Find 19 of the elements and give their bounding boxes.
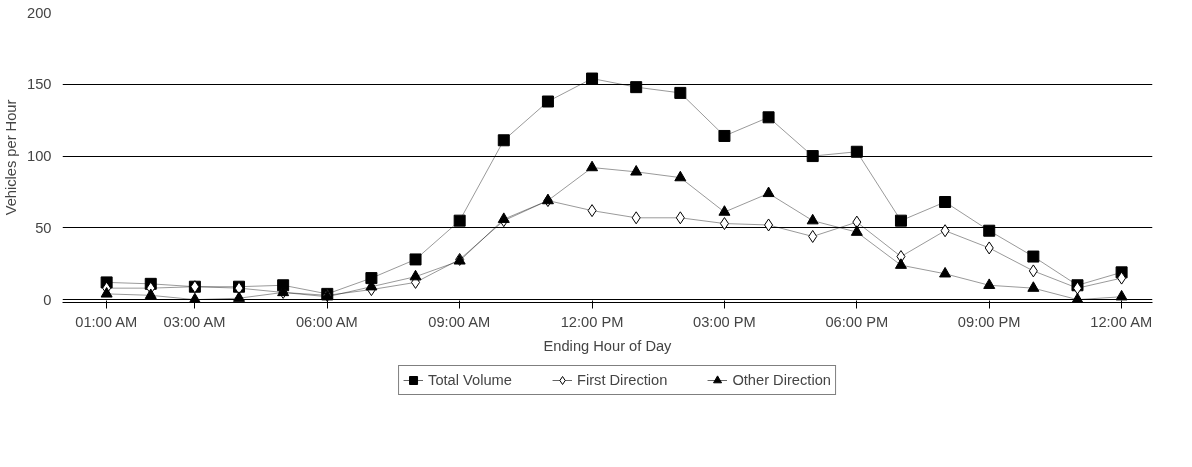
x-tick-label: 06:00 AM <box>295 313 358 330</box>
legend-label: Other Direction <box>732 372 831 388</box>
y-tick-label: 150 <box>27 76 52 93</box>
legend-label: Total Volume <box>428 372 512 388</box>
x-tick-label: 12:00 PM <box>560 313 624 330</box>
y-tick-label: 0 <box>43 291 52 308</box>
y-tick-label: 50 <box>35 219 52 236</box>
y-tick-label: 200 <box>27 4 52 21</box>
y-axis-title: Vehicles per Hour <box>3 99 20 216</box>
x-tick-label: 09:00 AM <box>428 313 491 330</box>
x-tick-label: 06:00 PM <box>825 313 889 330</box>
y-tick-label: 100 <box>27 148 52 165</box>
legend-label: First Direction <box>576 372 668 388</box>
x-axis-title: Ending Hour of Day <box>543 337 673 354</box>
x-tick-label: 09:00 PM <box>957 313 1021 330</box>
x-tick-label: 12:00 AM <box>1090 313 1153 330</box>
x-tick-label: 03:00 AM <box>163 313 226 330</box>
x-tick-label: 01:00 AM <box>75 313 138 330</box>
x-tick-label: 03:00 PM <box>693 313 756 330</box>
